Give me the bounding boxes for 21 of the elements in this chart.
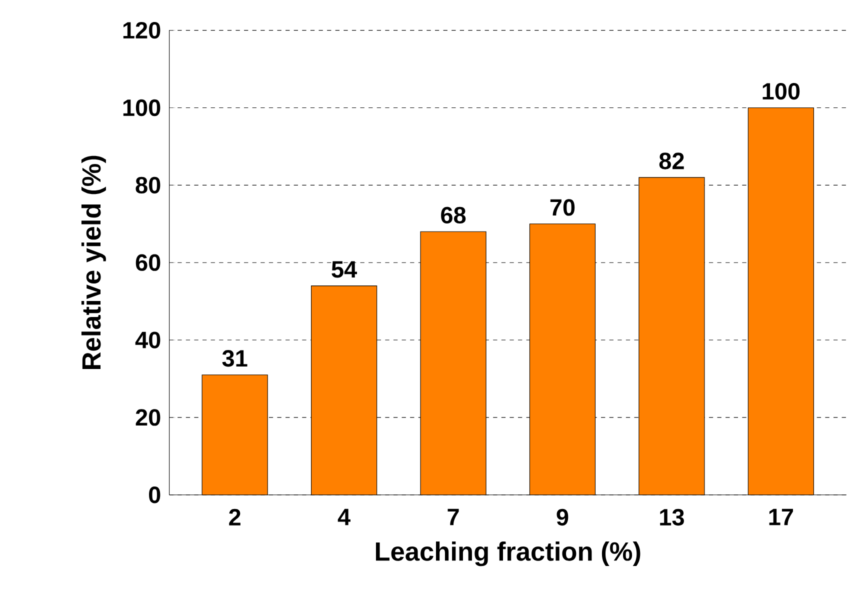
y-tick-label: 0: [149, 486, 160, 504]
y-axis-title: Relative yield (%): [81, 156, 106, 369]
y-tick-label: 100: [123, 99, 160, 116]
y-tick-label: 120: [123, 22, 160, 39]
data-label: 31: [222, 350, 248, 367]
data-label: 100: [762, 82, 800, 100]
x-tick-label: 7: [448, 508, 459, 526]
x-tick-label: 13: [660, 508, 684, 526]
data-label: 82: [659, 152, 684, 170]
x-tick-label: 17: [769, 508, 793, 526]
x-tick-label: 9: [556, 508, 568, 526]
y-tick-label: 40: [135, 332, 160, 348]
y-tick-label: 20: [136, 409, 160, 426]
x-tick-label: 4: [338, 508, 350, 526]
x-tick-label: 2: [229, 508, 240, 526]
y-tick-label: 60: [136, 254, 160, 271]
x-axis-title: Leaching fraction (%): [376, 542, 640, 566]
data-label: 70: [550, 199, 575, 216]
data-label: 68: [441, 206, 466, 224]
y-tick-label: 80: [136, 176, 160, 194]
data-label: 54: [332, 261, 357, 278]
